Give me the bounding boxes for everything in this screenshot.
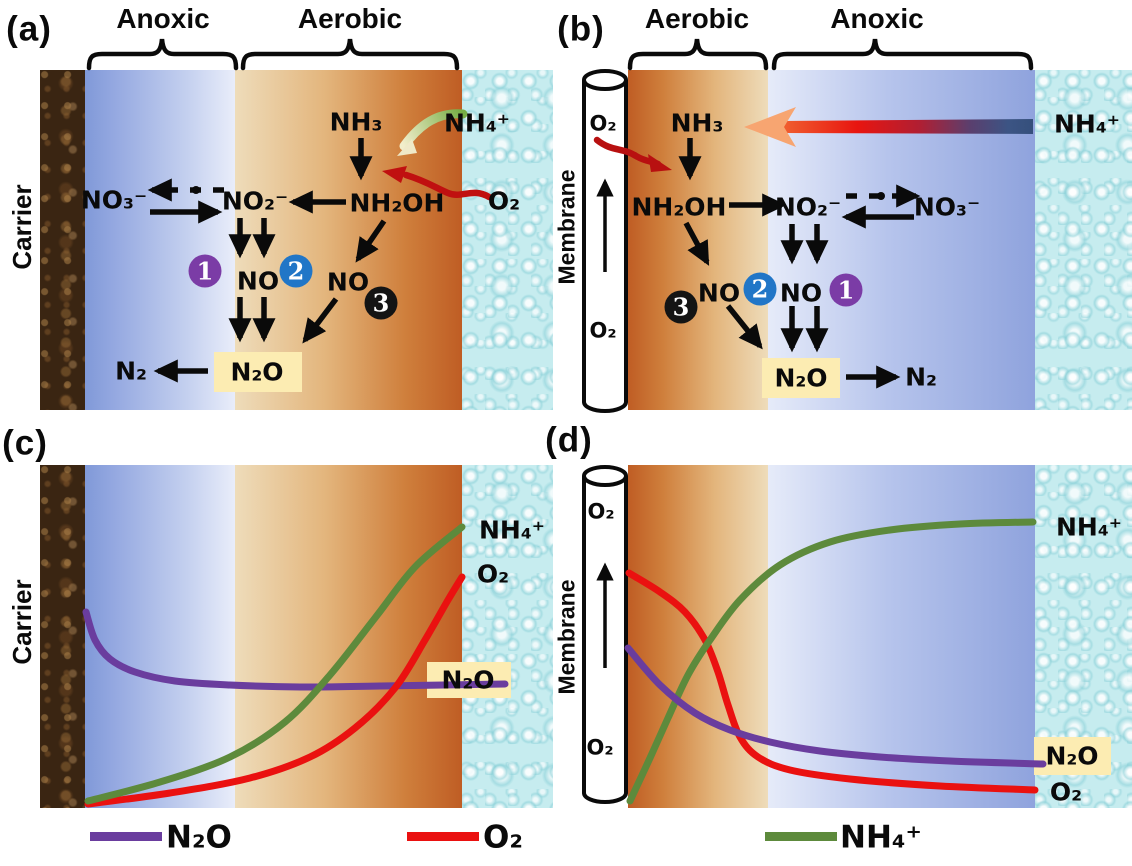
legend-nh4-label: NH₄⁺ <box>840 819 922 856</box>
panel-a-no-left-label: NO <box>236 266 280 296</box>
panel-b-aerobic-brace <box>627 38 769 71</box>
panel-a-n2-label: N₂ <box>115 356 147 386</box>
panel-a-o2-supply-arrowhead <box>382 166 407 183</box>
panel-b-label: (b) <box>557 9 605 49</box>
legend-nh4-swatch <box>765 832 837 841</box>
panel-b-o2-bottom-label: O₂ <box>589 318 617 343</box>
panel-a-no-right-label: NO <box>326 267 370 297</box>
panel-a-nh3-label: NH₃ <box>329 107 383 137</box>
panel-d-n2o-curve <box>624 644 1047 768</box>
arrow-b-nh2oh-to-no <box>683 221 710 266</box>
panel-b-nh4-flux-arrowhead <box>744 107 796 147</box>
panel-a-aerobic-brace <box>240 38 460 71</box>
panel-d-label: (d) <box>545 420 593 460</box>
panel-a-anoxic-brace <box>86 38 239 71</box>
panel-b-membrane-cylinder <box>582 69 628 413</box>
panel-d-n2o-annotation: N₂O <box>1045 741 1099 771</box>
panel-c-carrier-label: Carrier <box>7 579 37 665</box>
panel-a-nh4-label: NH₄⁺ <box>444 108 510 138</box>
legend-n2o-label: N₂O <box>166 819 232 856</box>
panel-b-aerobic-label: Aerobic <box>644 3 750 34</box>
panel-b-no-left-label: NO <box>697 278 741 308</box>
panel-c-carrier-strip <box>40 465 85 808</box>
panel-d-membrane-label: Membrane <box>553 579 580 695</box>
panel-b-anoxic-label: Anoxic <box>830 3 924 34</box>
panel-c-anoxic-zone <box>85 465 235 808</box>
panel-a-step1-badge: 1 <box>188 254 222 288</box>
panel-a-no3-label: NO₃⁻ <box>80 185 148 215</box>
panel-a-carrier-label: Carrier <box>7 184 37 270</box>
panel-d-nh4-curve <box>626 518 1037 805</box>
panel-a-nh4-diffusion-arrow <box>399 109 468 151</box>
panel-c-nh4-curve <box>84 523 466 805</box>
panel-a-label: (a) <box>6 9 52 49</box>
panel-b-nh4-flux-arrow-shaft <box>782 119 1033 134</box>
panel-b-bulk-liquid <box>1035 70 1132 410</box>
panel-a-carrier-strip <box>40 70 85 410</box>
panel-c-profile-curves <box>82 523 509 808</box>
panel-a-o2-label: O₂ <box>487 186 521 216</box>
panel-d-profile-curves <box>624 518 1047 805</box>
panel-a-no2-label: NO₂⁻ <box>221 186 289 216</box>
panel-c-bulk-liquid <box>462 465 553 808</box>
panel-b-step1-badge: 1 <box>829 273 863 307</box>
legend-n2o-swatch <box>90 832 162 841</box>
panel-b-o2-top-label: O₂ <box>589 111 617 136</box>
panel-b-o2-supply-arrowhead <box>648 154 672 172</box>
panel-a-nh4-diffusion-arrowhead <box>397 139 417 156</box>
panel-d-o2-annotation: O₂ <box>1049 777 1083 807</box>
panel-a-step2-badge: 2 <box>279 254 313 288</box>
panel-b-no2-label: NO₂⁻ <box>774 192 842 222</box>
legend-o2-swatch <box>407 832 479 841</box>
panel-a-bulk-liquid <box>462 70 553 410</box>
panel-d-bulk-liquid <box>1035 465 1132 808</box>
arrow-a-no-to-n2o-diagonal <box>302 297 339 344</box>
arrow-b-no-to-n2o-diagonal <box>725 304 763 350</box>
legend-o2-label: O₂ <box>483 819 523 856</box>
panel-b-step2-badge: 2 <box>743 272 777 306</box>
panel-d-membrane-cylinder <box>582 465 628 804</box>
panel-b-reaction-arrows <box>678 138 921 389</box>
panel-b-step3-badge: 3 <box>664 290 698 324</box>
panel-d-o2-top-label: O₂ <box>587 499 615 524</box>
panel-d-o2-curve <box>625 569 1039 794</box>
panel-b-n2-label: N₂ <box>905 362 937 392</box>
panel-b-no-right-label: NO <box>779 278 823 308</box>
panel-b-nh3-label: NH₃ <box>670 108 724 138</box>
panel-a-aerobic-label: Aerobic <box>297 3 403 34</box>
panel-c-n2o-annotation: N₂O <box>441 665 495 695</box>
panel-b-nh4-label: NH₄⁺ <box>1054 109 1120 139</box>
panel-c-n2o-curve <box>82 608 509 691</box>
panel-c-o2-curve <box>84 573 466 808</box>
panel-d-o2-bottom-label: O₂ <box>586 735 614 760</box>
panel-a-n2o-label: N₂O <box>230 357 284 387</box>
panel-a-nh2oh-label: NH₂OH <box>349 188 445 218</box>
panel-b-no3-label: NO₃⁻ <box>913 192 981 222</box>
panel-c-n2o-highlight-box <box>427 662 511 698</box>
panel-d-n2o-highlight-box <box>1034 737 1111 775</box>
panel-b-membrane-label: Membrane <box>553 169 580 285</box>
panel-a-o2-supply-arrow <box>402 171 493 201</box>
panel-b-anoxic-brace <box>771 38 1034 71</box>
panel-c-nh4-annotation: NH₄⁺ <box>479 515 545 545</box>
panel-b-n2o-label: N₂O <box>774 363 828 393</box>
panel-a-step3-badge: 3 <box>364 286 398 320</box>
panel-a-anoxic-label: Anoxic <box>116 3 210 34</box>
arrow-a-nh2oh-to-no <box>355 219 387 263</box>
panel-c-label: (c) <box>2 423 48 463</box>
panel-c-o2-annotation: O₂ <box>476 559 510 589</box>
panel-a-reaction-arrows <box>147 138 387 383</box>
panel-d-nh4-annotation: NH₄⁺ <box>1056 512 1122 542</box>
panel-b-n2o-highlight-box <box>762 358 840 398</box>
panel-a-anoxic-zone <box>85 70 235 410</box>
panel-b-nh2oh-label: NH₂OH <box>631 192 727 222</box>
panel-a-n2o-highlight-box <box>214 352 302 392</box>
